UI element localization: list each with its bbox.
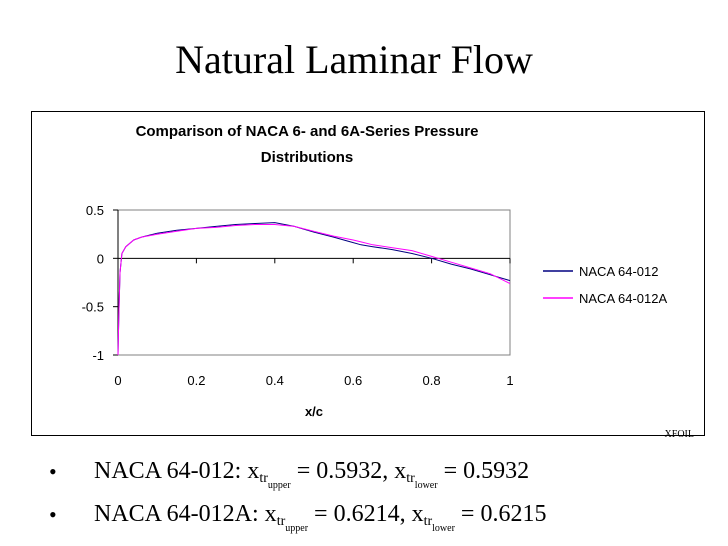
x-tick-label: 1 xyxy=(506,373,513,388)
x-tick-label: 0.8 xyxy=(423,373,441,388)
legend-label-2: NACA 64-012A xyxy=(579,291,667,306)
bullet-item: NACA 64-012: xtrupper = 0.5932, xtrlower… xyxy=(49,452,546,495)
y-tick-label: -1 xyxy=(92,348,104,363)
x-tick-label: 0 xyxy=(114,373,121,388)
x-tick-label: 0.2 xyxy=(187,373,205,388)
chart-svg: 0 0.2 0.4 0.6 0.8 1 0.5 0 -0.5 -1 x/c NACA 64-012 NA… xyxy=(82,203,668,419)
chart-frame: Comparison of NACA 6- and 6A-Series Pres… xyxy=(31,111,705,440)
bullet-item: NACA 64-012A: xtrupper = 0.6214, xtrlowe… xyxy=(49,495,546,538)
x-tick-label: 0.4 xyxy=(266,373,284,388)
y-tick-label: 0.5 xyxy=(86,203,104,218)
series-line-2 xyxy=(117,224,511,356)
series-line-1 xyxy=(117,222,511,356)
slide-title: Natural Laminar Flow xyxy=(175,37,533,82)
y-tick-label: -0.5 xyxy=(82,300,104,315)
y-tick-label: 0 xyxy=(97,251,104,266)
legend-label-1: NACA 64-012 xyxy=(579,264,659,279)
credit-label: XFOIL xyxy=(664,429,694,440)
chart-title-line2: Distributions xyxy=(260,149,354,166)
chart-title-line1: Comparison of NACA 6- and 6A-Series Pres… xyxy=(135,123,479,140)
bullet-list: NACA 64-012: xtrupper = 0.5932, xtrlower… xyxy=(49,452,546,538)
x-tick-label: 0.6 xyxy=(344,373,362,388)
x-axis-label: x/c xyxy=(305,404,323,419)
